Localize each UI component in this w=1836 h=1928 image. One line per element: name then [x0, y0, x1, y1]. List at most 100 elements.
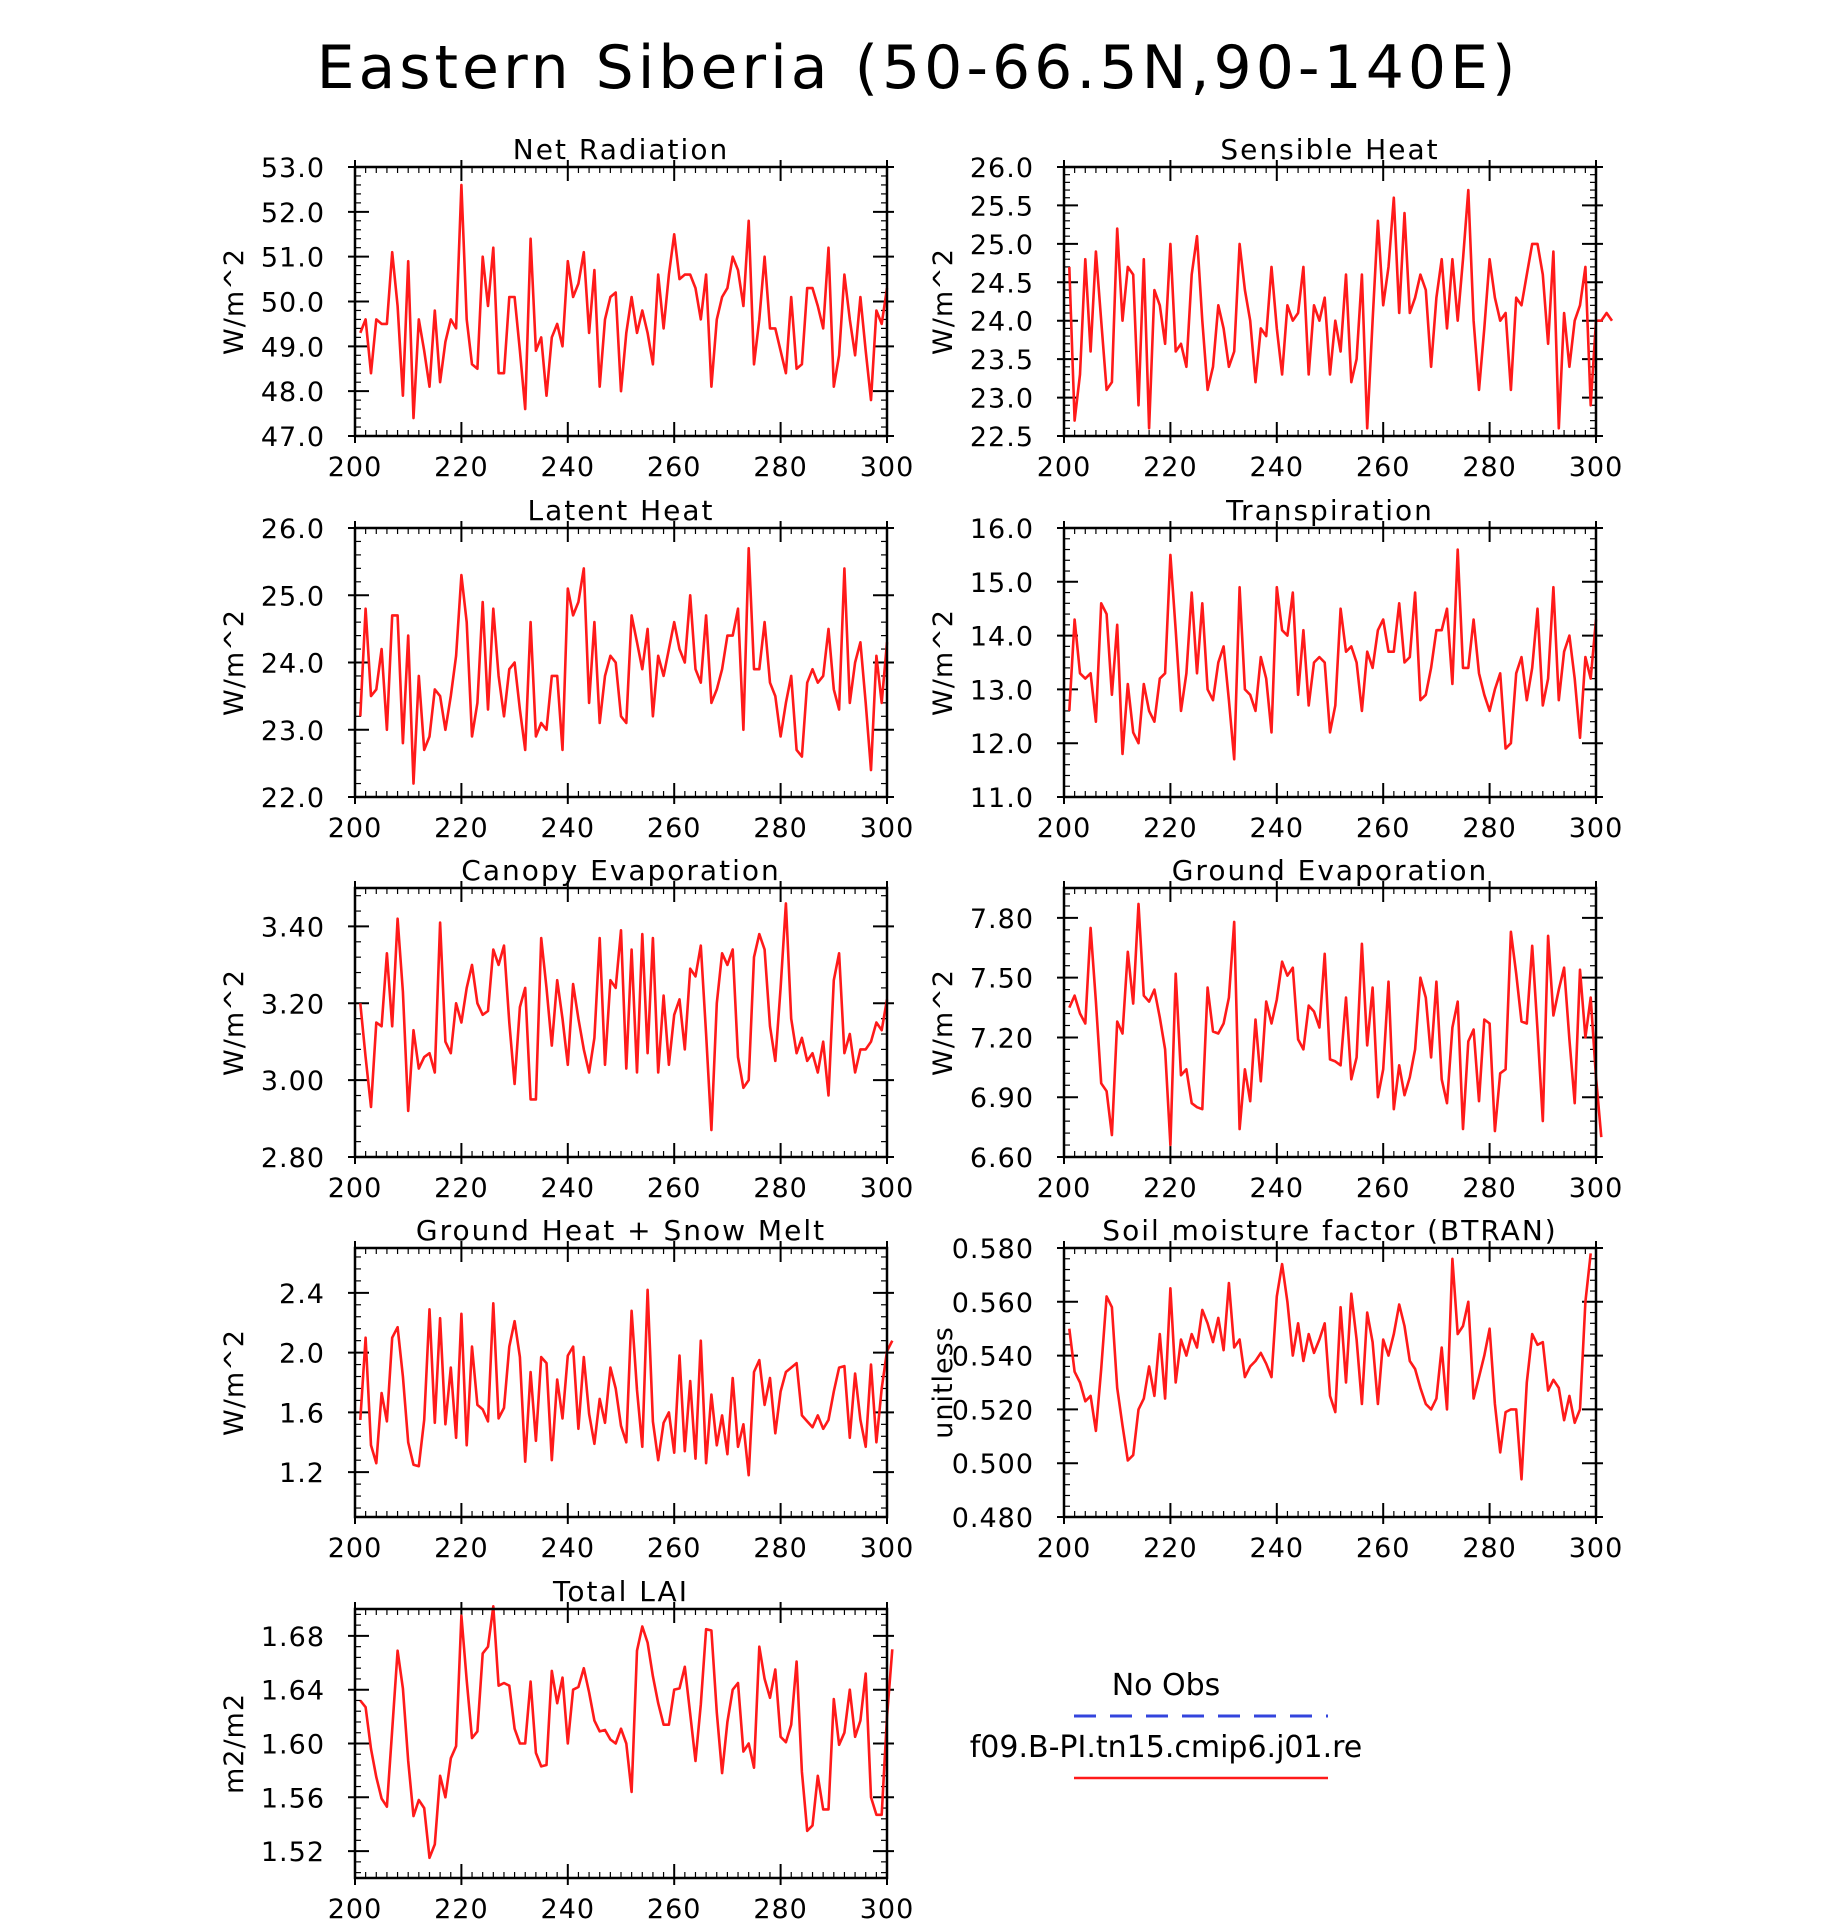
panel-title: Total LAI — [552, 1575, 689, 1608]
panel-title: Latent Heat — [527, 494, 714, 527]
y-tick-label: 14.0 — [970, 622, 1034, 653]
y-tick-label: 24.5 — [970, 268, 1034, 299]
x-tick-label: 300 — [860, 1894, 915, 1925]
x-tick-label: 220 — [434, 1894, 489, 1925]
x-tick-label: 280 — [1462, 813, 1517, 844]
plot-frame — [353, 165, 889, 438]
x-tick-label: 240 — [1250, 1173, 1305, 1204]
x-tick-label: 300 — [1569, 813, 1624, 844]
y-tick-label: 0.500 — [952, 1449, 1034, 1480]
x-tick-label: 280 — [753, 1894, 808, 1925]
x-tick-label: 280 — [1462, 1173, 1517, 1204]
plot-frame — [353, 886, 889, 1159]
y-axis-label: W/m^2 — [928, 609, 959, 716]
y-tick-label: 15.0 — [970, 568, 1034, 599]
x-tick-label: 200 — [328, 452, 383, 483]
y-tick-label: 12.0 — [970, 729, 1034, 760]
x-tick-label: 220 — [434, 1173, 489, 1204]
x-tick-label: 220 — [1143, 1533, 1198, 1564]
panel-canopy-evaporation: Canopy Evaporation W/m^2 200 220 240 260 280 30… — [219, 854, 915, 1204]
x-tick-label: 300 — [860, 1173, 915, 1204]
y-tick-label: 2.4 — [279, 1279, 325, 1310]
x-tick-label: 200 — [328, 1533, 383, 1564]
figure-title: Eastern Siberia (50-66.5N,90-140E) — [317, 33, 1520, 103]
x-tick-label: 240 — [541, 1533, 596, 1564]
x-tick-label: 300 — [860, 452, 915, 483]
panel-latent-heat: Latent Heat W/m^2 200 220 240 260 280 300 22.0 23… — [219, 494, 913, 844]
y-tick-label: 52.0 — [261, 198, 325, 229]
y-tick-label: 2.80 — [261, 1143, 325, 1174]
panel-grid: Net Radiation W/m^2 200 220 240 260 280 300 47.0… — [219, 133, 1624, 1925]
x-tick-label: 220 — [434, 452, 489, 483]
x-tick-label: 260 — [647, 813, 702, 844]
x-tick-label: 260 — [1356, 452, 1411, 483]
x-tick-label: 280 — [1462, 452, 1517, 483]
panel-title: Ground Evaporation — [1172, 854, 1489, 887]
y-tick-label: 49.0 — [261, 332, 325, 363]
x-tick-label: 300 — [860, 1533, 915, 1564]
y-tick-label: 0.520 — [952, 1395, 1034, 1426]
y-tick-label: 1.64 — [261, 1676, 325, 1707]
y-tick-label: 26.0 — [261, 514, 325, 545]
x-tick-label: 300 — [1569, 452, 1624, 483]
panel-ground-evaporation: Ground Evaporation W/m^2 200 220 240 260 280 30… — [928, 854, 1622, 1204]
y-tick-label: 1.2 — [279, 1458, 325, 1489]
y-tick-label: 3.00 — [261, 1066, 325, 1097]
series-line — [359, 546, 889, 785]
legend: No Obs f09.B-PI.tn15.cmip6.j01.re — [970, 1668, 1362, 1780]
panel-soil-moisture-factor-btran: Soil moisture factor (BTRAN) unitless 200 2… — [928, 1214, 1624, 1564]
panel-net-radiation: Net Radiation W/m^2 200 220 240 260 280 300 47.0… — [219, 133, 915, 483]
y-axis-label: W/m^2 — [928, 248, 959, 355]
y-tick-label: 25.0 — [970, 230, 1034, 261]
x-tick-label: 240 — [1250, 1533, 1305, 1564]
x-tick-label: 260 — [647, 1533, 702, 1564]
plot-frame — [353, 526, 889, 799]
x-tick-label: 240 — [541, 452, 596, 483]
x-tick-label: 240 — [541, 1173, 596, 1204]
plot-frame — [1062, 1246, 1598, 1519]
y-axis-label: W/m^2 — [219, 969, 250, 1076]
y-tick-label: 7.50 — [970, 964, 1034, 995]
x-tick-label: 200 — [1037, 1173, 1092, 1204]
series-line — [1068, 548, 1598, 761]
panel-title: Canopy Evaporation — [461, 854, 780, 887]
x-tick-label: 200 — [1037, 452, 1092, 483]
panel-title: Sensible Heat — [1220, 133, 1439, 166]
x-tick-label: 200 — [328, 1894, 383, 1925]
x-tick-label: 260 — [647, 452, 702, 483]
plot-frame — [1062, 165, 1598, 438]
series-line — [359, 183, 889, 420]
y-tick-label: 7.80 — [970, 904, 1034, 935]
x-tick-label: 260 — [647, 1173, 702, 1204]
y-tick-label: 24.0 — [261, 649, 325, 680]
y-tick-label: 0.560 — [952, 1288, 1034, 1319]
x-tick-label: 280 — [753, 1533, 808, 1564]
x-tick-label: 220 — [1143, 452, 1198, 483]
y-tick-label: 1.68 — [261, 1622, 325, 1653]
panel-sensible-heat: Sensible Heat W/m^2 200 220 240 260 280 300 22.5… — [928, 133, 1624, 483]
series-line — [359, 902, 889, 1132]
x-tick-label: 200 — [328, 813, 383, 844]
series-line — [1068, 1253, 1592, 1481]
x-tick-label: 200 — [1037, 1533, 1092, 1564]
y-tick-label: 0.540 — [952, 1342, 1034, 1373]
x-tick-label: 240 — [541, 813, 596, 844]
x-tick-label: 220 — [434, 813, 489, 844]
y-tick-label: 0.580 — [952, 1234, 1034, 1265]
x-tick-label: 280 — [753, 452, 808, 483]
x-tick-label: 260 — [1356, 1533, 1411, 1564]
series-line — [1068, 902, 1603, 1147]
y-tick-label: 25.5 — [970, 191, 1034, 222]
plot-frame — [1062, 526, 1598, 799]
x-tick-label: 240 — [541, 1894, 596, 1925]
y-tick-label: 23.5 — [970, 345, 1034, 376]
y-tick-label: 22.0 — [261, 783, 325, 814]
y-tick-label: 48.0 — [261, 377, 325, 408]
y-axis-label: m2/m2 — [219, 1693, 250, 1794]
y-tick-label: 23.0 — [970, 384, 1034, 415]
plot-frame — [353, 1607, 889, 1880]
x-tick-label: 260 — [1356, 813, 1411, 844]
y-tick-label: 1.52 — [261, 1837, 325, 1868]
x-tick-label: 300 — [1569, 1533, 1624, 1564]
x-tick-label: 280 — [753, 1173, 808, 1204]
